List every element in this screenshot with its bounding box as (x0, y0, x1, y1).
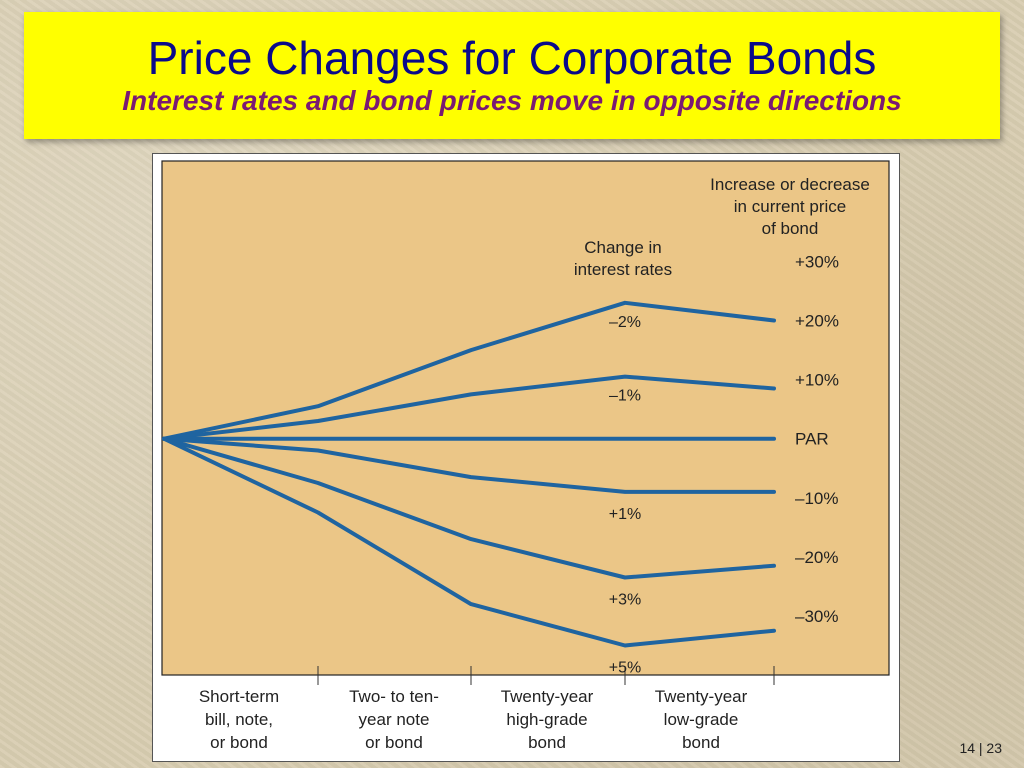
right-axis-title: Increase or decrease in current price of b… (710, 175, 870, 238)
series-line-5 (162, 436, 776, 580)
right-tick-label-7: –30% (795, 607, 838, 626)
series-label-4: +1% (609, 506, 641, 523)
chart-figure: Short-term bill, note, or bond Two- to ten-… (152, 153, 900, 762)
right-tick-label-6: –20% (795, 548, 838, 567)
right-tick-label-4: PAR (795, 430, 829, 449)
right-tick-label-1: +30% (795, 252, 839, 271)
slide-title: Price Changes for Corporate Bonds (147, 32, 877, 84)
slide-number: 14 | 23 (959, 740, 1002, 756)
series-label-2: –1% (609, 388, 641, 405)
right-tick-label-3: +10% (795, 371, 839, 390)
series-line-4 (162, 436, 776, 494)
category-label-4: Twenty-year low-grade bond (655, 687, 748, 752)
series-label-6: +5% (609, 660, 641, 677)
series-label-5: +3% (609, 592, 641, 609)
right-tick-label-5: –10% (795, 489, 838, 508)
series-header: Change in interest rates (574, 238, 672, 279)
title-banner: Price Changes for Corporate Bonds Intere… (24, 12, 1000, 139)
bond-price-chart: Short-term bill, note, or bond Two- to ten-… (161, 160, 890, 752)
series-label-1: –2% (609, 314, 641, 331)
series-line-6 (162, 436, 776, 648)
series-line-2 (162, 374, 776, 441)
category-label-1: Short-term bill, note, or bond (199, 687, 279, 752)
plot-area (161, 160, 890, 676)
category-label-3: Twenty-year high-grade bond (501, 687, 594, 752)
category-label-2: Two- to ten-year note or bond (349, 687, 439, 752)
series-line-1 (162, 300, 776, 441)
slide-subtitle: Interest rates and bond prices move in o… (122, 85, 902, 116)
right-tick-label-2: +20% (795, 312, 839, 331)
